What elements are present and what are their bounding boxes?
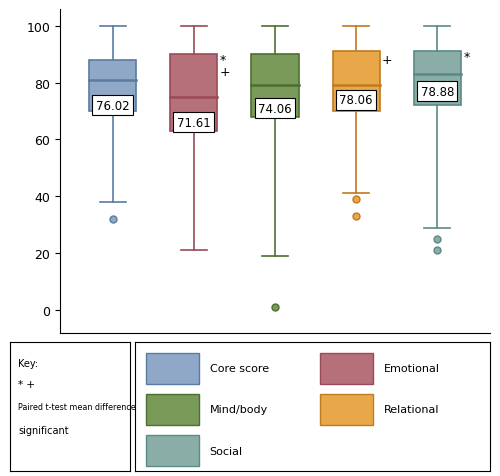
Text: Core score: Core score: [210, 364, 268, 373]
Text: Paired t-test mean difference: Paired t-test mean difference: [18, 402, 136, 411]
Bar: [146, 353, 199, 384]
Bar: [170, 55, 218, 131]
Text: 74.06: 74.06: [258, 102, 292, 115]
Text: Relational: Relational: [384, 405, 439, 415]
Text: Social: Social: [210, 446, 242, 456]
Bar: [89, 60, 136, 112]
Bar: [332, 52, 380, 112]
Bar: [320, 394, 373, 425]
Text: *: *: [220, 54, 226, 67]
Text: * +: * +: [18, 379, 36, 389]
Text: 76.02: 76.02: [96, 99, 130, 112]
Bar: [146, 435, 199, 466]
Text: Emotional: Emotional: [384, 364, 440, 373]
Text: *: *: [463, 51, 469, 64]
Bar: [414, 52, 461, 106]
Text: Key:: Key:: [18, 358, 38, 368]
Bar: [252, 55, 298, 118]
Text: 78.06: 78.06: [340, 94, 373, 107]
Text: +: +: [220, 66, 230, 79]
Text: 71.61: 71.61: [177, 117, 210, 129]
Text: 78.88: 78.88: [420, 85, 454, 99]
Bar: [320, 353, 373, 384]
Text: significant: significant: [18, 425, 69, 435]
Text: Mind/body: Mind/body: [210, 405, 268, 415]
Bar: [146, 394, 199, 425]
Text: +: +: [382, 54, 392, 67]
